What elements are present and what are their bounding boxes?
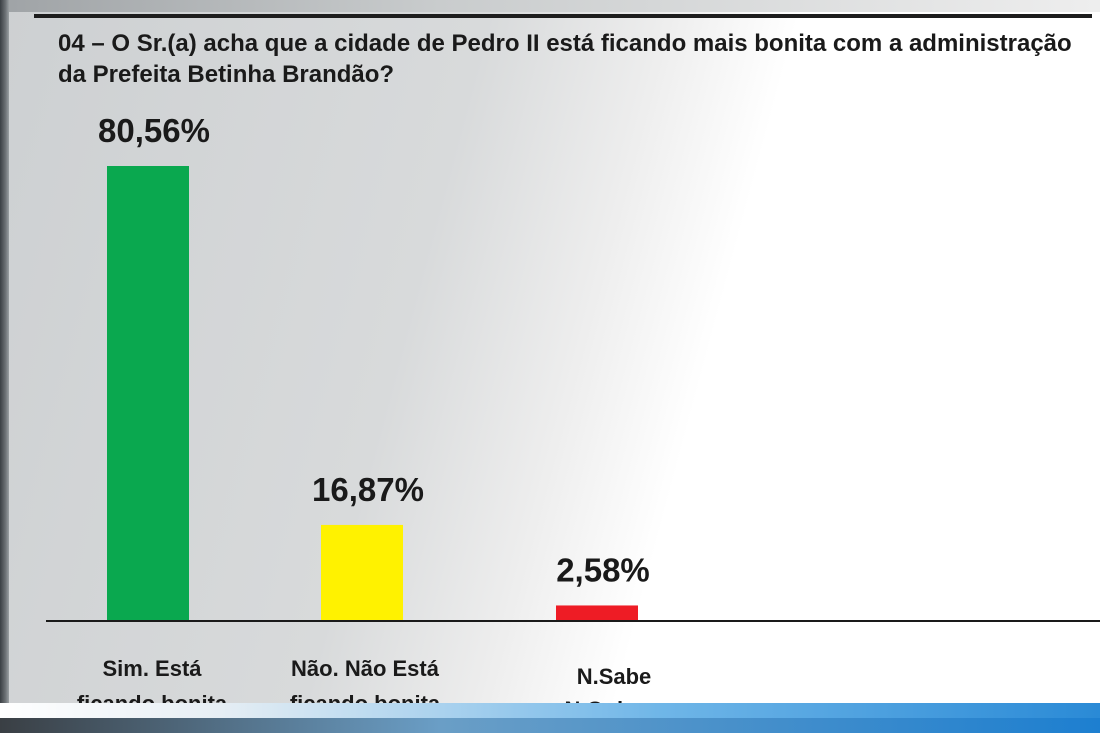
bottom-decorative-strip-dark [0,718,1100,733]
chart-title: 04 – O Sr.(a) acha que a cidade de Pedro… [58,30,1072,88]
title-divider [34,14,1092,18]
data-label-2: 16,87% [312,471,424,508]
category-label-3-line-1: N.Sabe [577,664,652,689]
top-decorative-band [0,0,1100,12]
bar-1 [107,166,189,620]
data-label-3: 2,58% [556,551,650,588]
bar-3 [556,605,638,620]
bars-group [107,166,638,620]
left-decorative-edge [0,0,9,733]
category-label-2-line-1: Não. Não Está [291,656,440,681]
category-label-1-line-1: Sim. Está [102,656,202,681]
bar-2 [321,524,403,620]
data-label-1: 80,56% [98,112,210,149]
